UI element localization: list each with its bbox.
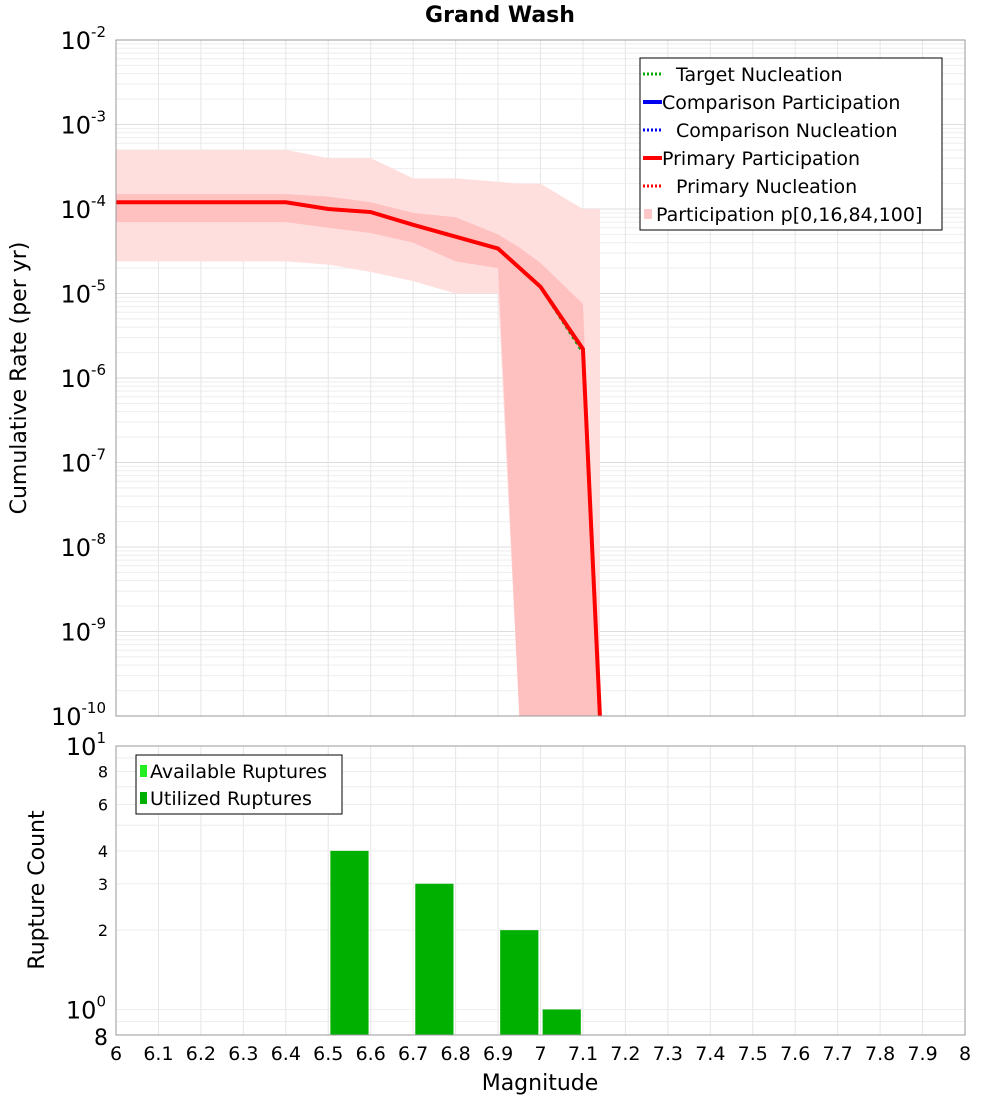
x-tick-label: 7.5 [738,1043,768,1065]
rupture-bar [330,850,369,1035]
band-p16-p84 [116,194,600,716]
rupture-plot-bars [330,850,581,1035]
legend-label: Utilized Ruptures [150,788,312,810]
y-tick-label: 101 [66,729,106,761]
x-tick-label: 6.4 [271,1043,301,1065]
y-tick-label: 2 [98,921,108,940]
legend-swatch [140,765,147,777]
y-tick-label: 4 [98,842,108,861]
y-tick-label: 100 [66,992,106,1024]
rupture-bar [542,1009,581,1035]
rate-plot-bands [116,149,600,717]
rate-plot-y-axis-label: Cumulative Rate (per yr) [7,242,32,515]
legend-label: Target Nucleation [675,64,843,86]
band-p0-p100 [116,149,600,717]
legend-label: Participation p[0,16,84,100] [656,204,922,226]
rate-plot: 10-2 10-3 10-4 10-5 10-6 10-7 10-8 10-9 10-10 Cu… [7,23,966,731]
rupture-plot-legend: Available Ruptures Utilized Ruptures [135,754,343,815]
x-tick-label: 6.6 [356,1043,386,1065]
y-tick-label: 10-9 [60,615,106,647]
legend-box [135,754,343,815]
rupture-bar [500,930,539,1035]
x-tick-label: 7 [534,1043,546,1065]
x-tick-label: 7.8 [865,1043,895,1065]
rupture-plot-frame [115,745,966,1036]
x-tick-label: 7.9 [907,1043,937,1065]
x-axis-label: Magnitude [482,1071,599,1096]
rupture-plot-y-axis-label: Rupture Count [25,810,50,970]
y-tick-label: 8 [94,1026,108,1051]
x-tick-label: 8 [959,1043,971,1065]
y-tick-label: 10-10 [51,699,106,731]
x-tick-label: 7.6 [780,1043,810,1065]
y-tick-label: 10-3 [60,108,106,140]
x-tick-label: 6.5 [313,1043,343,1065]
x-tick-label: 6.2 [186,1043,216,1065]
x-tick-label: 6.8 [440,1043,470,1065]
x-tick-label: 7.4 [695,1043,725,1065]
legend-box [639,57,943,231]
legend-label: Primary Nucleation [676,176,857,198]
y-tick-label: 10-2 [60,23,106,55]
x-tick-label: 6.9 [483,1043,513,1065]
rate-plot-frame [115,39,966,717]
chart-title: Grand Wash [425,3,575,28]
y-tick-label: 10-6 [60,361,106,393]
rate-plot-y-ticks: 10-2 10-3 10-4 10-5 10-6 10-7 10-8 10-9 10-10 [51,23,106,731]
y-tick-label: 10-8 [60,530,106,562]
series-primary-participation [116,200,602,717]
y-tick-label: 3 [98,875,108,894]
legend-label: Comparison Participation [662,92,900,114]
x-tick-label: 7.3 [653,1043,683,1065]
y-tick-label: 6 [98,795,108,814]
legend-label: Available Ruptures [150,761,327,783]
x-tick-label: 6.7 [398,1043,428,1065]
legend-swatch [644,209,652,219]
rate-plot-lines [116,200,602,717]
x-tick-label: 6.1 [143,1043,173,1065]
legend-label: Primary Participation [662,148,860,170]
y-tick-label: 10-7 [60,446,106,478]
x-tick-label: 6 [110,1043,122,1065]
rupture-bar [415,883,454,1035]
y-tick-label: 8 [98,763,108,782]
legend-swatch [140,792,147,804]
x-tick-label: 7.1 [568,1043,598,1065]
x-tick-label: 7.2 [610,1043,640,1065]
y-tick-label: 10-5 [60,277,106,309]
y-tick-label: 10-4 [60,192,106,224]
rupture-plot-x-ticks: 6 6.1 6.2 6.3 6.4 6.5 6.6 6.7 6.8 6.9 7 7.1 7.2 7.3 7.… [110,1043,971,1065]
legend-label: Comparison Nucleation [676,120,898,142]
rate-plot-legend: Target Nucleation Comparison Participatio… [639,57,943,231]
x-tick-label: 6.3 [228,1043,258,1065]
rupture-plot-y-ticks: 8 6 4 3 2 8 101 100 [66,729,108,1051]
x-tick-label: 7.7 [823,1043,853,1065]
